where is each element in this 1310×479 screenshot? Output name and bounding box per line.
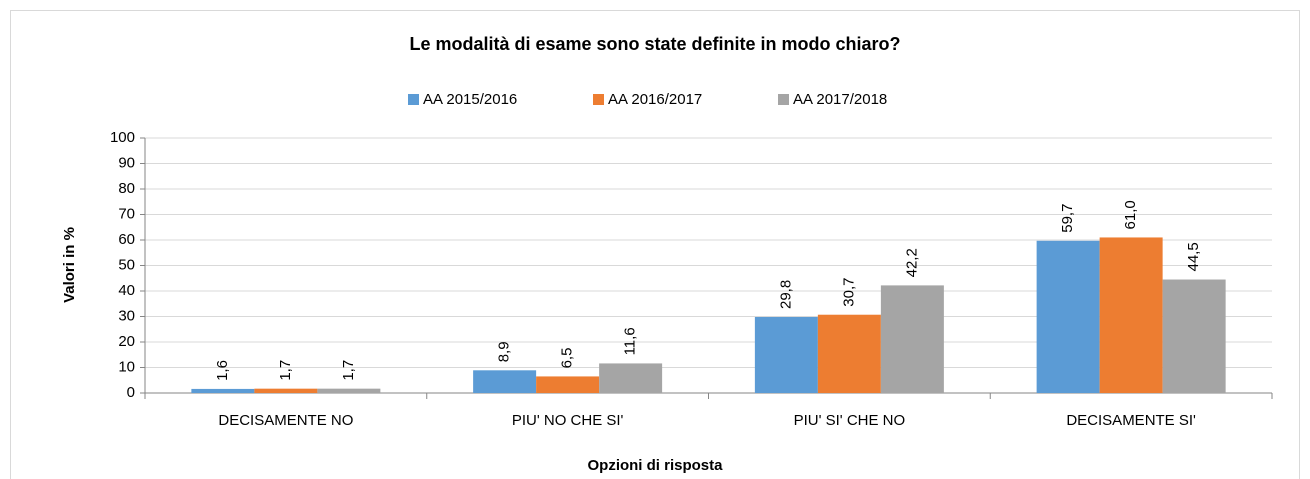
y-tick-label: 10 (118, 358, 135, 375)
x-tick-label: DECISAMENTE NO (218, 412, 353, 429)
bar (254, 388, 318, 393)
data-label: 61,0 (1122, 200, 1139, 229)
bar (599, 363, 663, 393)
y-tick-label: 90 (118, 154, 135, 171)
legend-swatch (778, 94, 789, 105)
bar (536, 376, 600, 393)
bar (473, 370, 537, 393)
y-tick-label: 50 (118, 256, 135, 273)
y-axis-title: Valori in % (61, 227, 78, 303)
y-tick-label: 40 (118, 282, 135, 299)
bar (191, 388, 255, 393)
y-tick-label: 60 (118, 231, 135, 248)
legend-swatch (593, 94, 604, 105)
data-label: 6,5 (559, 348, 576, 369)
y-tick-label: 0 (127, 384, 135, 401)
data-label: 11,6 (622, 327, 639, 355)
bar (880, 285, 944, 393)
x-tick-label: PIU' SI' CHE NO (794, 412, 906, 429)
legend-label: AA 2016/2017 (608, 91, 702, 108)
bar (317, 388, 381, 393)
bar (817, 314, 881, 393)
x-tick-label: PIU' NO CHE SI' (512, 412, 624, 429)
bar (754, 317, 818, 393)
bar (1162, 279, 1226, 393)
y-tick-label: 100 (110, 129, 135, 146)
data-label: 29,8 (777, 280, 794, 309)
chart-title: Le modalità di esame sono state definite… (409, 34, 900, 54)
data-label: 1,7 (277, 360, 294, 381)
data-label: 1,7 (340, 360, 357, 381)
chart-border (10, 10, 1300, 479)
data-label: 1,6 (214, 360, 231, 381)
data-label: 42,2 (903, 248, 920, 277)
y-tick-label: 20 (118, 333, 135, 350)
legend-swatch (408, 94, 419, 105)
x-tick-label: DECISAMENTE SI' (1066, 412, 1196, 429)
bar (1099, 237, 1163, 393)
data-label: 30,7 (840, 278, 857, 307)
y-tick-label: 80 (118, 180, 135, 197)
data-label: 44,5 (1185, 242, 1202, 271)
data-label: 8,9 (496, 341, 513, 362)
legend-label: AA 2017/2018 (793, 91, 887, 108)
y-tick-label: 30 (118, 307, 135, 324)
data-label: 59,7 (1059, 204, 1076, 233)
legend-label: AA 2015/2016 (423, 91, 517, 108)
bar (1036, 240, 1100, 393)
y-tick-label: 70 (118, 205, 135, 222)
x-axis-title: Opzioni di risposta (587, 457, 723, 474)
